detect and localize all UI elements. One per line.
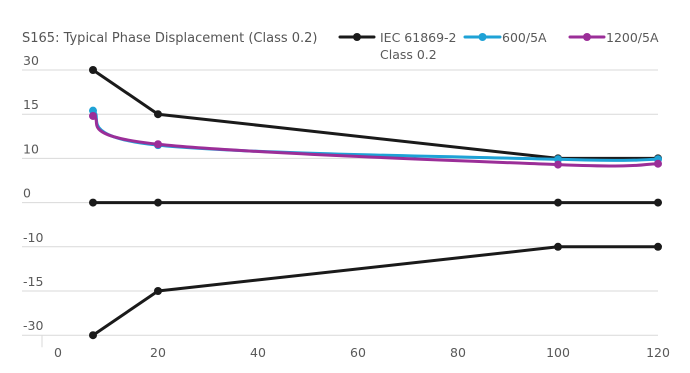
series-line [91,114,660,168]
x-tick-label: 80 [450,345,466,360]
x-tick-label: 100 [546,345,570,360]
legend-item-600-5a: 600/5A [463,30,547,45]
data-point [154,198,162,207]
series-line [91,245,660,337]
y-tick-label: -10 [23,230,43,245]
data-point [554,242,562,251]
series-lines [89,66,662,340]
y-tick-label: 0 [23,186,31,201]
legend-swatch-marker [353,33,361,41]
x-tick-label: 60 [350,345,366,360]
series-iec-61869-2-class-0-2-lower [89,242,662,340]
legend-swatch-marker [583,33,591,41]
data-point [654,198,662,207]
data-point [154,140,162,149]
y-axis-ticks: 30 15 10 0 -10 -15 -30 [23,53,43,333]
y-tick-label: 10 [23,141,39,156]
x-tick-label: 20 [150,345,166,360]
y-tick-label: -30 [23,318,43,333]
data-point [554,160,562,169]
data-point [89,66,97,74]
data-point [89,198,97,207]
legend-label: IEC 61869-2 [380,30,457,45]
y-tick-label: 15 [23,97,39,112]
data-point [89,331,97,340]
data-point [154,110,162,119]
y-tick-label: 30 [23,53,39,68]
x-tick-label: 40 [250,345,266,360]
series-1200-5a [89,111,662,169]
series-line [91,68,660,160]
chart-title: S165: Typical Phase Displacement (Class … [22,31,318,46]
legend: IEC 61869-2 Class 0.2 600/5A 1200/5A [338,30,659,62]
legend-item-iec-61869-2-class-0-2: IEC 61869-2 Class 0.2 [338,30,457,62]
data-point [89,111,97,120]
x-tick-label: 0 [54,345,62,360]
x-axis-ticks: 0 20 40 60 80 100 120 [54,345,670,360]
data-point [154,287,162,295]
grid-lines [22,69,658,348]
y-tick-label: -15 [23,274,43,289]
x-tick-label: 120 [646,345,670,360]
series-iec-61869-2-class-0-2-zero [89,198,662,207]
data-point [554,198,562,207]
legend-swatch-marker [478,33,487,41]
legend-label: 600/5A [502,30,547,45]
data-point [654,242,662,251]
data-point [654,159,662,168]
legend-item-1200-5a: 1200/5A [568,30,659,45]
legend-label: 1200/5A [606,30,659,45]
series-line [91,109,660,162]
legend-label: Class 0.2 [380,47,437,62]
